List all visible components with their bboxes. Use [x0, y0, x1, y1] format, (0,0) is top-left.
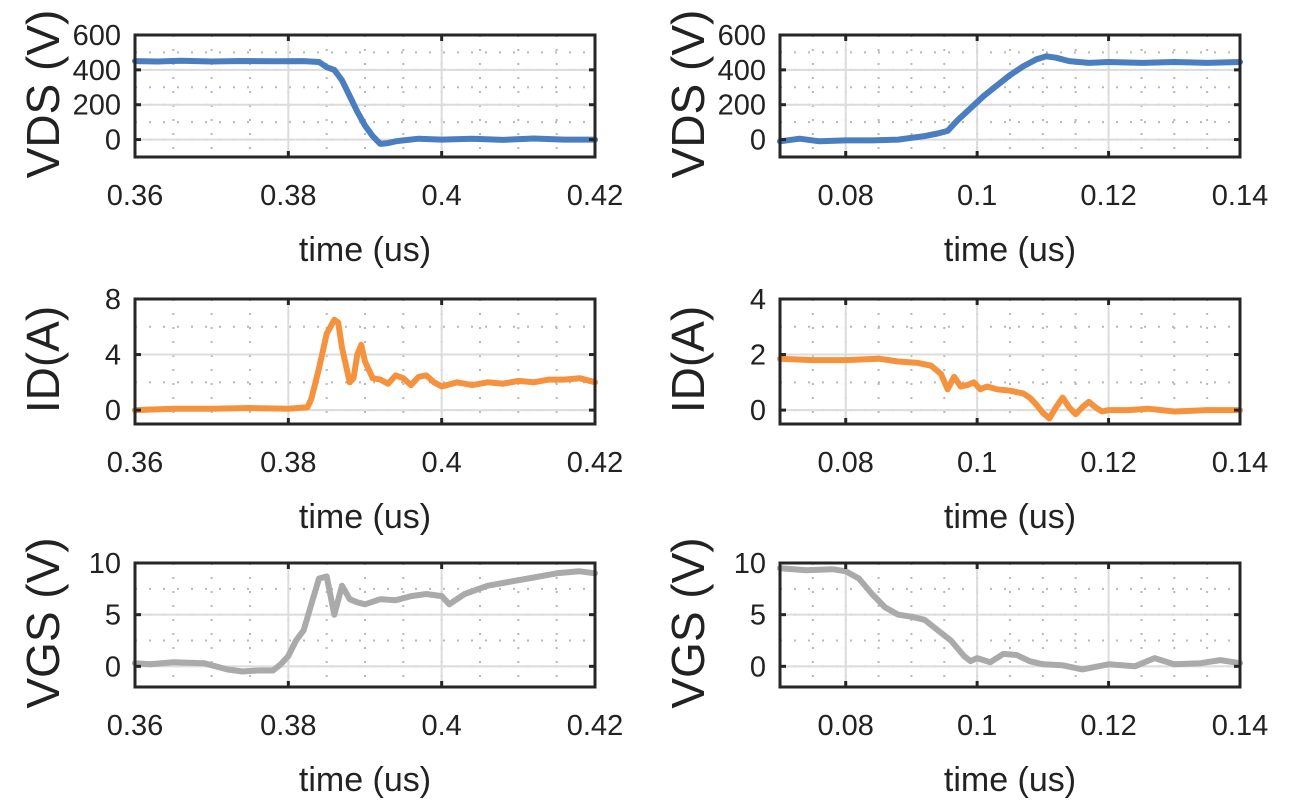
x-tick-label: 0.4 [422, 710, 462, 742]
y-tick-label: 4 [105, 340, 121, 372]
x-tick-label: 0.38 [260, 180, 316, 212]
x-axis-label: time (us) [944, 231, 1076, 269]
y-tick-label: 200 [73, 90, 121, 122]
axes-frame [778, 561, 1242, 689]
panel-id-turnon: 0.36 0.38 0.4 0.42 0 4 8 time (us) ID(A) [17, 284, 623, 536]
series-line-vds [132, 57, 598, 147]
x-tick-label: 0.14 [1212, 180, 1268, 212]
x-tick-label: 0.12 [1080, 710, 1136, 742]
axes-frame [778, 33, 1242, 159]
axes-frame [778, 297, 1242, 426]
series-line-id [132, 316, 598, 414]
y-tick-label: 400 [73, 55, 121, 87]
x-tick-label: 0.38 [260, 710, 316, 742]
y-axis-label: VGS (V) [17, 537, 69, 708]
axes-frame [133, 297, 597, 426]
x-tick-label: 0.42 [567, 180, 623, 212]
y-tick-label: 5 [750, 600, 766, 632]
x-tick-label: 0.14 [1212, 447, 1268, 479]
panel-id-turnoff: 0.08 0.1 0.12 0.14 0 2 4 time (us) ID(A) [662, 284, 1268, 536]
x-tick-label: 0.1 [957, 447, 997, 479]
y-tick-label: 0 [105, 125, 121, 157]
plot-area [780, 35, 1240, 157]
y-tick-label: 8 [105, 284, 121, 316]
y-tick-label: 400 [718, 55, 766, 87]
x-tick-label: 0.1 [957, 180, 997, 212]
x-tick-label: 0.12 [1080, 180, 1136, 212]
y-tick-label: 0 [750, 395, 766, 427]
y-tick-label: 2 [750, 340, 766, 372]
panel-vgs-turnon: 0.36 0.38 0.4 0.42 0 5 10 time (us) VGS (V) [17, 537, 623, 799]
x-tick-label: 0.42 [567, 447, 623, 479]
x-axis-label: time (us) [944, 761, 1076, 799]
x-tick-label: 0.12 [1080, 447, 1136, 479]
y-tick-label: 600 [73, 20, 121, 52]
x-tick-label: 0.38 [260, 447, 316, 479]
x-tick-label: 0.36 [107, 710, 163, 742]
series-line-vgs [777, 565, 1243, 673]
x-axis-label: time (us) [299, 761, 431, 799]
x-tick-label: 0.36 [107, 447, 163, 479]
y-axis-label: VGS (V) [662, 537, 714, 708]
axes-frame [133, 33, 597, 159]
y-tick-label: 4 [750, 284, 766, 316]
series-line-vgs [132, 568, 598, 675]
x-tick-label: 0.4 [422, 180, 462, 212]
y-tick-label: 0 [750, 651, 766, 683]
x-tick-label: 0.1 [957, 710, 997, 742]
axes-frame [133, 561, 597, 689]
x-tick-label: 0.4 [422, 447, 462, 479]
y-tick-label: 10 [89, 548, 121, 580]
x-tick-label: 0.14 [1212, 710, 1268, 742]
x-tick-label: 0.08 [817, 447, 873, 479]
y-axis-label: ID(A) [662, 306, 714, 413]
series-line-vds [777, 53, 1243, 145]
y-tick-label: 0 [105, 395, 121, 427]
y-axis-label: VDS (V) [662, 10, 714, 179]
y-tick-label: 0 [105, 651, 121, 683]
x-axis-label: time (us) [944, 498, 1076, 536]
y-tick-label: 10 [734, 548, 766, 580]
x-tick-label: 0.36 [107, 180, 163, 212]
y-tick-label: 5 [105, 600, 121, 632]
x-tick-label: 0.08 [817, 180, 873, 212]
x-axis-label: time (us) [299, 498, 431, 536]
panel-vgs-turnoff: 0.08 0.1 0.12 0.14 0 5 10 time (us) VGS (V) [662, 537, 1268, 799]
y-tick-label: 600 [718, 20, 766, 52]
y-axis-label: VDS (V) [17, 10, 69, 179]
y-tick-label: 200 [718, 90, 766, 122]
y-axis-label: ID(A) [17, 306, 69, 413]
x-axis-label: time (us) [299, 231, 431, 269]
series-line-id [777, 355, 1243, 422]
x-tick-label: 0.08 [817, 710, 873, 742]
y-tick-label: 0 [750, 125, 766, 157]
plot-area [780, 563, 1240, 687]
x-tick-label: 0.42 [567, 710, 623, 742]
